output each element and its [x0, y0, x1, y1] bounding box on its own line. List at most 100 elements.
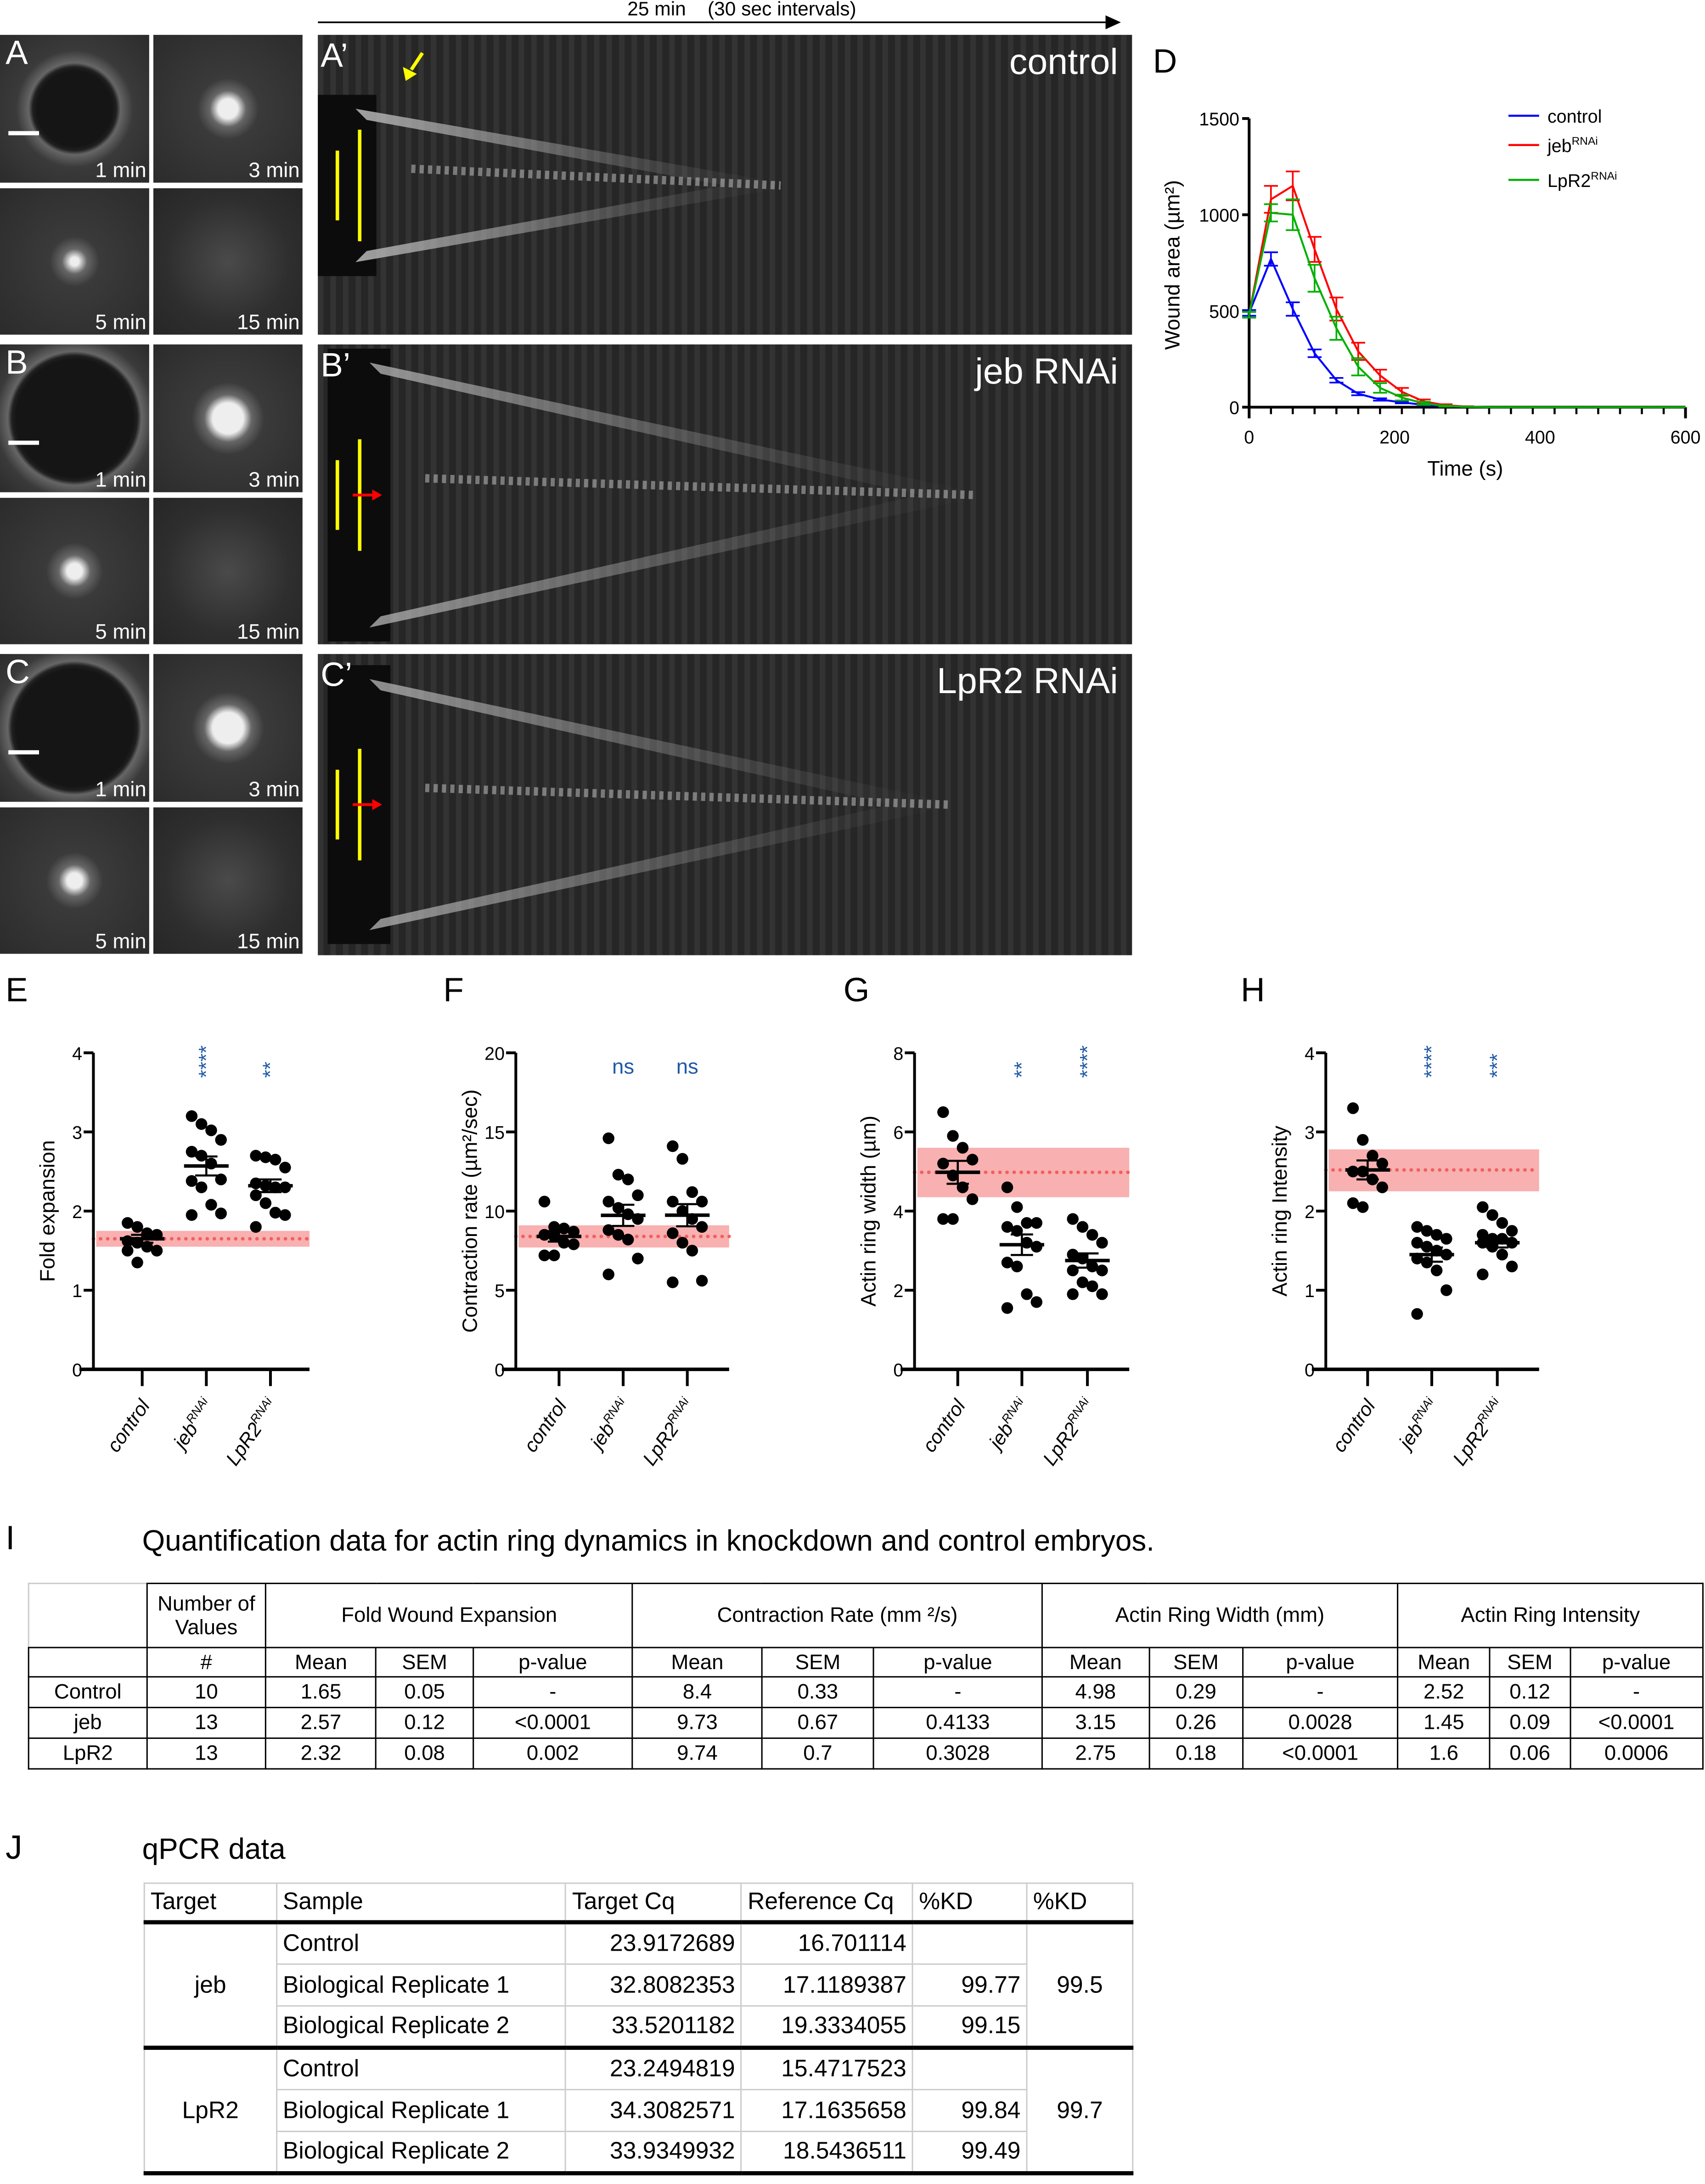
data-point: [548, 1221, 560, 1233]
x-tick-label-LpR2RNAi: LpR2RNAi: [1447, 1394, 1510, 1470]
condition-label: LpR2 RNAi: [937, 660, 1118, 702]
significance-label: ns: [612, 1055, 634, 1078]
reference-cq-cell: 19.3334055: [740, 2005, 914, 2050]
subheader-cell: SEM: [761, 1647, 875, 1678]
overall-kd-cell: 99.5: [1026, 1921, 1134, 2050]
data-point: [622, 1234, 634, 1246]
table-cell: 0.7: [761, 1737, 875, 1770]
x-tick-label-jebRNAi: jebRNAi: [982, 1394, 1034, 1455]
error-bar: [1264, 251, 1278, 267]
qpcr-table: Target Sample Target Cq Reference Cq %KD %KD j…: [143, 1882, 1134, 2176]
legend-label: jebRNAi: [1547, 135, 1598, 156]
data-point: [1076, 1221, 1089, 1233]
data-point: [1376, 1181, 1388, 1193]
table-cell: 13: [146, 1707, 266, 1739]
table-row: Biological Replicate 2 33.5201182 19.33340…: [144, 2005, 1133, 2050]
y-tick-label: 1: [72, 1281, 82, 1301]
header-cell: Target Cq: [565, 1882, 742, 1924]
table-cell: 2.32: [264, 1737, 377, 1770]
y-tick-label: 5: [495, 1281, 505, 1301]
table-cell: -: [472, 1676, 634, 1709]
y-axis-label: Wound area (µm²): [1160, 180, 1184, 350]
table-cell: 9.74: [632, 1737, 763, 1770]
table-cell: Control: [28, 1676, 148, 1709]
data-point: [548, 1249, 560, 1262]
data-point: [195, 1118, 208, 1130]
data-point: [966, 1193, 979, 1205]
data-point: [538, 1249, 551, 1262]
x-tick-label-jebRNAi: jebRNAi: [1392, 1394, 1444, 1455]
error-bar: [1286, 198, 1300, 231]
error-bar: [1460, 406, 1474, 408]
data-point: [215, 1134, 227, 1146]
kd-cell: 99.49: [912, 2131, 1028, 2176]
micrograph-a-3: 5 min: [0, 188, 149, 335]
data-point: [1067, 1248, 1079, 1261]
data-point: [1096, 1264, 1108, 1276]
header-cell: Target: [143, 1882, 277, 1924]
table-cell: <0.0001: [472, 1707, 634, 1739]
data-point: [957, 1142, 969, 1154]
sample-cell: Biological Replicate 1: [276, 2088, 567, 2133]
table-cell: 0.05: [376, 1676, 474, 1709]
data-point: [1411, 1308, 1423, 1320]
data-point: [1441, 1233, 1452, 1245]
time-label: 5 min: [95, 621, 146, 644]
legend-label: LpR2RNAi: [1547, 170, 1617, 191]
error-bar: [1395, 401, 1409, 404]
time-label: 5 min: [95, 930, 146, 954]
significance-label: ****: [1075, 1045, 1099, 1078]
error-bar: [1307, 349, 1322, 358]
table-cell: 1.45: [1397, 1707, 1491, 1739]
count-header: Number of Values: [146, 1582, 266, 1648]
y-tick-label: 0: [72, 1360, 82, 1381]
subheader-cell: SEM: [1148, 1647, 1244, 1678]
sem-bar: [1356, 1159, 1379, 1181]
target-cq-cell: 23.2494819: [565, 2047, 742, 2090]
table-cell: 3.15: [1041, 1707, 1150, 1739]
x-tick-label-control: control: [1328, 1395, 1380, 1456]
table-cell: 1.6: [1397, 1737, 1491, 1770]
data-point: [1506, 1260, 1518, 1273]
data-point: [602, 1132, 614, 1145]
error-bar: [1329, 316, 1344, 341]
data-point: [1421, 1225, 1433, 1237]
panel-letter: A’: [321, 37, 348, 75]
table-cell: 0.12: [376, 1707, 474, 1739]
table-header-row: Number of Values Fold Wound Expansion Cont…: [28, 1582, 1704, 1648]
data-point: [686, 1245, 698, 1257]
micrograph-a-1: 1 min A: [0, 34, 149, 183]
data-point: [1477, 1268, 1489, 1281]
kymograph-image: [318, 344, 1132, 644]
table-cell: 8.4: [632, 1676, 763, 1709]
data-point: [269, 1154, 281, 1166]
x-tick-label: 600: [1671, 427, 1701, 447]
y-tick-label: 3: [1305, 1123, 1315, 1143]
subheader-cell: p-value: [1242, 1647, 1399, 1678]
x-tick-label: 0: [1244, 427, 1254, 447]
data-point: [1096, 1288, 1108, 1300]
time-label: 3 min: [248, 468, 300, 492]
time-label: 15 min: [237, 621, 300, 644]
table-row: jeb Control 23.9172689 16.701114 99.5: [143, 1921, 1134, 2050]
group-header: Actin Ring Intensity: [1397, 1582, 1704, 1648]
data-point: [1430, 1229, 1443, 1241]
time-label: 15 min: [237, 930, 300, 954]
table-cell: 13: [146, 1737, 266, 1770]
y-tick-label: 15: [484, 1123, 505, 1143]
data-point: [1001, 1302, 1013, 1314]
sample-cell: Control: [276, 1921, 567, 1965]
kymograph-image: [318, 34, 1132, 335]
error-bar: [1264, 203, 1278, 223]
data-point: [269, 1207, 281, 1219]
error-bar: [1307, 236, 1322, 263]
subheader-cell: SEM: [1489, 1647, 1571, 1678]
y-tick-label: 0: [1229, 398, 1239, 418]
kd-cell: 99.84: [912, 2088, 1028, 2133]
error-bar: [1373, 397, 1387, 402]
sem-bar: [676, 1203, 699, 1228]
micrograph-a-2: 3 min: [153, 34, 303, 183]
data-point: [250, 1221, 262, 1233]
micrograph-b-2: 3 min: [153, 344, 303, 492]
data-point: [1356, 1134, 1369, 1146]
